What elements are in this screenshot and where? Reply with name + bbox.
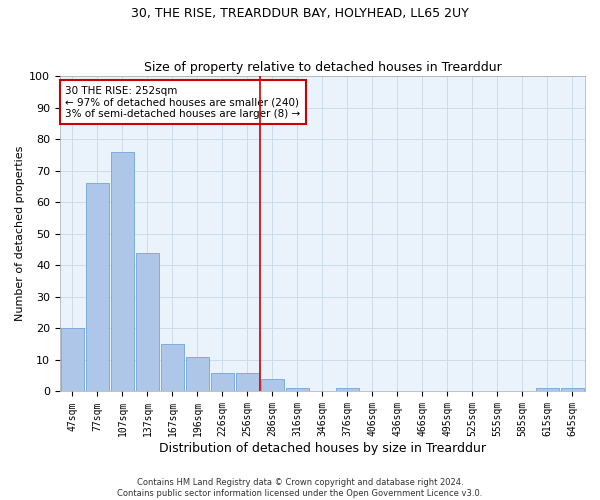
X-axis label: Distribution of detached houses by size in Trearddur: Distribution of detached houses by size … [159, 442, 486, 455]
Text: Contains HM Land Registry data © Crown copyright and database right 2024.
Contai: Contains HM Land Registry data © Crown c… [118, 478, 482, 498]
Bar [560, 388, 584, 392]
Bar [61, 328, 84, 392]
Bar [335, 388, 359, 392]
Text: 30 THE RISE: 252sqm
← 97% of detached houses are smaller (240)
3% of semi-detach: 30 THE RISE: 252sqm ← 97% of detached ho… [65, 86, 301, 118]
Bar [136, 252, 159, 392]
Bar [86, 184, 109, 392]
Title: Size of property relative to detached houses in Trearddur: Size of property relative to detached ho… [143, 60, 502, 74]
Bar [286, 388, 310, 392]
Bar [236, 372, 259, 392]
Bar [260, 379, 284, 392]
Bar [211, 372, 235, 392]
Text: 30, THE RISE, TREARDDUR BAY, HOLYHEAD, LL65 2UY: 30, THE RISE, TREARDDUR BAY, HOLYHEAD, L… [131, 8, 469, 20]
Bar [536, 388, 559, 392]
Y-axis label: Number of detached properties: Number of detached properties [15, 146, 25, 322]
Bar [161, 344, 184, 392]
Bar [185, 357, 209, 392]
Bar [110, 152, 134, 392]
